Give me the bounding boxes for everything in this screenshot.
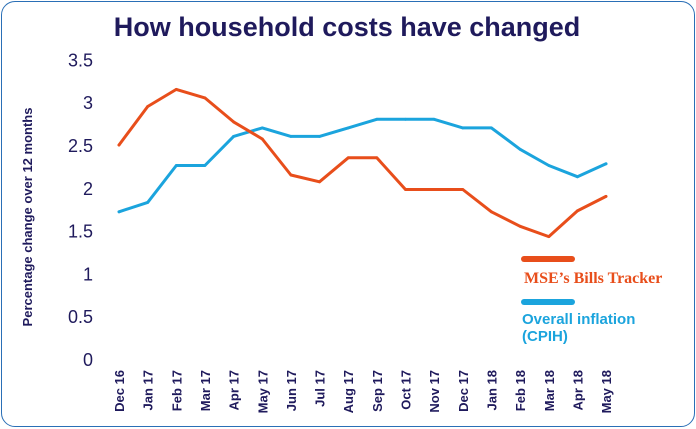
- data-point-bills-tracker: [576, 209, 579, 213]
- data-point-bills-tracker: [490, 210, 493, 214]
- data-point-cpih: [518, 147, 522, 151]
- data-point-bills-tracker: [346, 156, 350, 160]
- y-tick-label: 1.5: [68, 222, 93, 242]
- data-point-cpih: [547, 164, 551, 167]
- data-point-cpih: [318, 135, 321, 138]
- y-axis-ticks: 0 0.5 1 1.5 2 2.5 3 3.5: [68, 50, 93, 370]
- data-point-bills-tracker: [289, 173, 293, 177]
- data-point-cpih: [146, 201, 150, 204]
- data-point-bills-tracker: [232, 120, 236, 124]
- y-tick-label: 3: [83, 93, 93, 113]
- data-point-cpih: [432, 117, 436, 121]
- data-point-bills-tracker: [318, 180, 321, 184]
- y-axis-label: Percentage change over 12 months: [20, 108, 35, 327]
- data-point-bills-tracker: [518, 224, 522, 228]
- x-tick-label: Jun 17: [284, 370, 299, 411]
- x-axis-ticks: Dec 16 Jan 17 Feb 17 Mar 17 Apr 17 May 17 Jun …: [112, 370, 614, 413]
- x-tick-label: Apr 18: [570, 370, 585, 410]
- data-point-cpih: [260, 126, 264, 130]
- x-tick-label: Feb 18: [513, 370, 528, 411]
- data-point-bills-tracker: [461, 188, 465, 191]
- data-point-cpih: [232, 135, 236, 138]
- y-tick-label: 2.5: [68, 136, 93, 156]
- x-tick-label: May 18: [599, 370, 614, 413]
- x-tick-label: Apr 17: [227, 370, 242, 410]
- y-tick-label: 0.5: [68, 307, 93, 327]
- data-point-bills-tracker: [404, 188, 407, 191]
- data-point-cpih: [375, 117, 379, 121]
- data-point-cpih: [404, 117, 407, 121]
- data-point-bills-tracker: [146, 105, 150, 108]
- legend-label-cpih-line1: Overall inflation: [522, 311, 635, 328]
- x-tick-label: Dec 17: [456, 370, 471, 412]
- data-point-bills-tracker: [203, 96, 207, 100]
- legend-label-cpih-line2: (CPIH): [522, 328, 568, 345]
- x-tick-label: Dec 16: [112, 370, 127, 412]
- data-point-cpih: [346, 126, 350, 130]
- data-point-bills-tracker: [604, 195, 608, 198]
- x-tick-label: Mar 17: [198, 370, 213, 411]
- y-tick-label: 3.5: [68, 50, 93, 70]
- x-tick-label: Mar 18: [542, 370, 557, 411]
- x-tick-label: Jan 18: [484, 370, 499, 410]
- data-point-cpih: [203, 164, 207, 167]
- x-tick-label: Feb 17: [169, 370, 184, 411]
- x-tick-label: Jul 17: [313, 370, 328, 407]
- legend: MSE’s Bills Tracker Overall inflation (C…: [521, 256, 662, 345]
- data-point-cpih: [604, 162, 608, 166]
- data-point-cpih: [461, 126, 465, 130]
- x-tick-label: Sep 17: [370, 370, 385, 412]
- y-tick-label: 0: [83, 350, 93, 370]
- data-point-cpih: [289, 135, 293, 138]
- data-point-cpih: [174, 164, 178, 167]
- data-point-bills-tracker: [432, 188, 436, 191]
- data-point-bills-tracker: [174, 88, 178, 91]
- data-point-cpih: [490, 126, 493, 130]
- data-point-cpih: [576, 175, 579, 179]
- data-point-bills-tracker: [260, 137, 264, 141]
- y-tick-label: 1: [83, 264, 93, 284]
- x-tick-label: May 17: [255, 370, 270, 413]
- data-point-bills-tracker: [117, 143, 121, 147]
- x-tick-label: Oct 17: [399, 370, 414, 410]
- y-tick-label: 2: [83, 179, 93, 199]
- x-tick-label: Jan 17: [141, 370, 156, 410]
- data-point-bills-tracker: [547, 235, 551, 239]
- chart-title: How household costs have changed: [114, 12, 581, 42]
- data-point-bills-tracker: [375, 156, 379, 160]
- series-line-cpih: [117, 117, 608, 214]
- series-line-bills-tracker: [117, 87, 608, 239]
- data-point-cpih: [117, 210, 121, 214]
- series-lines: [117, 87, 608, 239]
- x-tick-label: Nov 17: [427, 370, 442, 413]
- x-tick-label: Aug 17: [341, 370, 356, 413]
- legend-label-bills-tracker: MSE’s Bills Tracker: [524, 270, 662, 287]
